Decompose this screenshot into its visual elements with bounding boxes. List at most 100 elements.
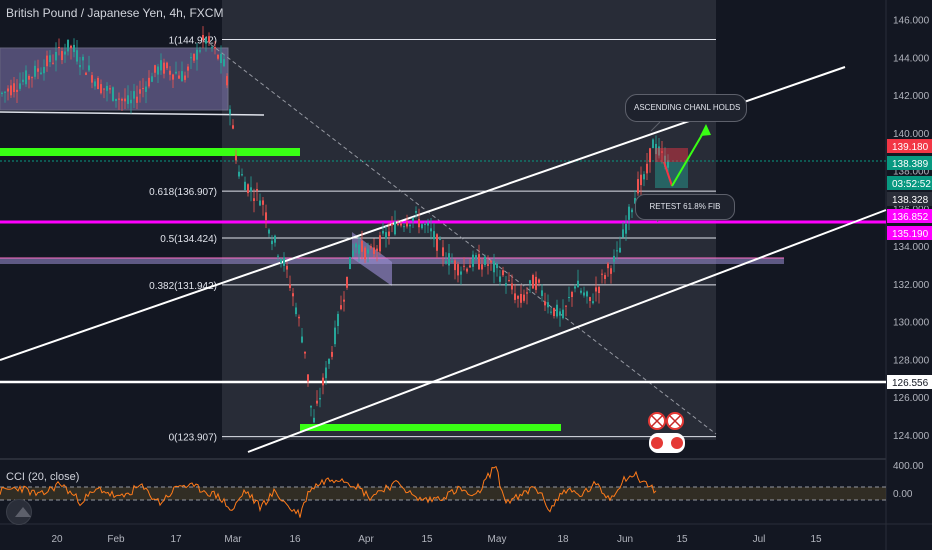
candle-body — [412, 218, 414, 222]
candle-body — [172, 74, 174, 80]
candle-body — [94, 81, 96, 87]
candle-body — [100, 84, 102, 94]
cci-axis-label: 400.00 — [893, 461, 924, 472]
candle-body — [358, 244, 360, 254]
candle-body — [430, 228, 432, 232]
down-arrow — [663, 161, 673, 187]
green-support-zone — [300, 424, 561, 431]
x-tick-label: Jun — [617, 534, 633, 545]
candle-body — [241, 174, 243, 176]
candle-body — [52, 62, 54, 64]
candle-body — [211, 47, 213, 49]
candle-body — [262, 200, 264, 205]
candle-body — [154, 65, 156, 73]
candle-body — [316, 400, 318, 404]
candle-body — [340, 305, 342, 310]
candle-body — [289, 284, 291, 289]
x-tick-label: 20 — [51, 534, 63, 545]
candle-body — [238, 171, 240, 177]
candle-body — [568, 297, 570, 299]
candle-body — [130, 99, 132, 104]
candle-body — [64, 51, 66, 55]
candle-body — [103, 88, 105, 90]
candle-body — [214, 46, 216, 49]
candle-body — [58, 46, 60, 49]
tradingview-logo-icon[interactable] — [6, 499, 32, 525]
y-tick-label: 132.000 — [893, 280, 930, 291]
candle-body — [475, 255, 477, 259]
candle-body — [73, 44, 75, 52]
candle-body — [574, 286, 576, 289]
candle-body — [307, 374, 309, 382]
x-tick-label: 15 — [676, 534, 688, 545]
candle-body — [604, 275, 606, 279]
candle-body — [175, 71, 177, 74]
ascending-channel-callout: ASCENDING CHANL HOLDS — [625, 94, 747, 122]
candle-body — [484, 256, 486, 265]
candle-body — [460, 271, 462, 275]
candle-body — [7, 88, 9, 92]
candle-body — [652, 139, 654, 149]
candle-body — [118, 98, 120, 100]
candle-body — [616, 250, 618, 252]
candle-body — [163, 62, 165, 74]
candle-body — [283, 257, 285, 266]
candle-body — [415, 210, 417, 213]
candle-body — [355, 243, 357, 248]
candle-body — [580, 290, 582, 293]
candle-body — [493, 261, 495, 273]
candle-body — [247, 184, 249, 194]
y-tick-label: 140.000 — [893, 129, 930, 140]
x-tick-label: 17 — [170, 534, 182, 545]
candle-body — [190, 57, 192, 59]
stop-loss-box — [655, 148, 688, 162]
candle-body — [187, 66, 189, 71]
candle-body — [505, 283, 507, 286]
candle-body — [61, 51, 63, 61]
candle-body — [595, 287, 597, 292]
price-tag — [887, 226, 932, 240]
candle-body — [298, 316, 300, 319]
price-tag — [887, 176, 932, 190]
candle-body — [418, 219, 420, 228]
price-tag-label: 03:52:52 — [892, 179, 931, 190]
y-tick-label: 144.000 — [893, 53, 930, 64]
candle-body — [490, 260, 492, 263]
price-tag-label: 126.556 — [892, 378, 929, 389]
candle-body — [526, 292, 528, 294]
candle-body — [28, 75, 30, 80]
candle-body — [205, 38, 207, 44]
candle-body — [67, 39, 69, 52]
candle-body — [271, 240, 273, 245]
candle-body — [631, 209, 633, 213]
candle-body — [655, 143, 657, 155]
candle-body — [1, 92, 3, 94]
cci-indicator-label: CCI (20, close) — [6, 471, 80, 483]
candle-body — [82, 56, 84, 61]
flag-stamp-icon — [648, 412, 685, 453]
candle-body — [592, 301, 594, 304]
candle-body — [151, 76, 153, 82]
candle-body — [322, 377, 324, 386]
price-tag — [887, 192, 932, 206]
candle-body — [394, 221, 396, 235]
candle-body — [232, 125, 234, 129]
candle-body — [280, 259, 282, 263]
candle-body — [310, 405, 312, 408]
candle-body — [121, 98, 123, 101]
candle-body — [49, 55, 51, 63]
candle-body — [622, 229, 624, 238]
candle-body — [454, 260, 456, 271]
candle-body — [607, 263, 609, 269]
candle-body — [667, 160, 669, 168]
cci-line — [0, 465, 657, 518]
candle-body — [328, 359, 330, 364]
price-tag — [887, 156, 932, 170]
candle-body — [589, 297, 591, 301]
candle-body — [370, 246, 372, 248]
candle-body — [442, 247, 444, 256]
candle-body — [499, 276, 501, 282]
candle-body — [88, 65, 90, 71]
candle-body — [577, 280, 579, 288]
